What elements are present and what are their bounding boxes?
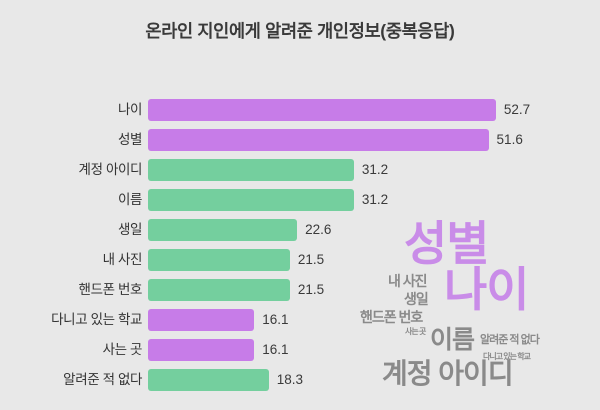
word-cloud-word: 계정 아이디 [382,358,514,389]
bar-fill [148,339,255,361]
bar-row: 내 사진 21.5 [0,245,600,275]
word-cloud-word: 나이 [444,263,529,316]
bar-category-label: 이름 [117,192,142,207]
bar-value-label: 16.1 [262,312,289,327]
chart-title: 온라인 지인에게 알려준 개인정보(중복응답) [145,21,455,41]
bar-fill [148,219,298,241]
bar-fill [148,129,489,151]
bar-category-label: 알려준 적 없다 [63,372,142,387]
bar-track [148,189,354,211]
bar-row: 다니고 있는 학교 16.1 [0,305,600,335]
bar-row: 핸드폰 번호 21.5 [0,275,600,305]
bar-fill [148,369,269,391]
bar-value-label: 52.7 [503,102,531,117]
bar-value-label: 21.5 [297,282,325,297]
word-cloud-word: 다니고 있는 학교 [483,352,531,361]
word-cloud-word: 핸드폰 번호 [360,309,423,325]
bar-fill [148,99,496,121]
bar-track [148,309,255,331]
bar-category-label: 핸드폰 번호 [78,282,143,297]
word-cloud-word: 생일 [404,291,429,307]
bar-category-label: 내 사진 [102,252,143,267]
bar-value-label: 31.2 [361,192,389,207]
bar-fill [148,159,354,181]
bar-fill [148,249,290,271]
bar-fill [148,189,354,211]
bar-row: 계정 아이디 31.2 [0,155,600,185]
word-cloud-word: 이름 [430,326,475,354]
bar-row: 사는 곳 16.1 [0,335,600,365]
bar-fill [148,279,290,301]
word-cloud-word: 성별 [404,217,489,270]
bar-value-label: 21.5 [297,252,325,267]
bar-row: 성별 51.6 [0,125,600,155]
word-cloud-word: 알려준 적 없다 [480,334,540,346]
bar-chart-plot-area: 나이 52.7 성별 51.6 계정 아이디 31.2 이름 31.2 생일 22.6 내 사진 21… [0,95,600,400]
bar-track [148,339,255,361]
bar-track [148,129,489,151]
bar-category-label: 성별 [117,132,142,147]
bar-track [148,279,290,301]
bar-track [148,249,290,271]
bar-value-label: 22.6 [305,222,332,237]
word-cloud-word: 내 사진 [388,273,428,289]
bar-category-label: 생일 [117,222,142,237]
bar-value-label: 51.6 [496,132,523,147]
bar-track [148,159,354,181]
bar-value-label: 16.1 [262,342,289,357]
word-cloud-word: 사는 곳 [405,327,426,336]
bar-row: 나이 52.7 [0,95,600,125]
bar-category-label: 나이 [117,102,142,117]
bar-track [148,219,298,241]
bar-category-label: 계정 아이디 [78,162,143,177]
bar-row: 알려준 적 없다 18.3 [0,365,600,395]
bar-row: 이름 31.2 [0,185,600,215]
bar-value-label: 18.3 [276,372,304,387]
bar-track [148,369,269,391]
bar-value-label: 31.2 [361,162,389,177]
bar-row: 생일 22.6 [0,215,600,245]
bar-category-label: 사는 곳 [102,342,143,357]
bar-fill [148,309,255,331]
bar-track [148,99,496,121]
bar-category-label: 다니고 있는 학교 [51,312,142,327]
